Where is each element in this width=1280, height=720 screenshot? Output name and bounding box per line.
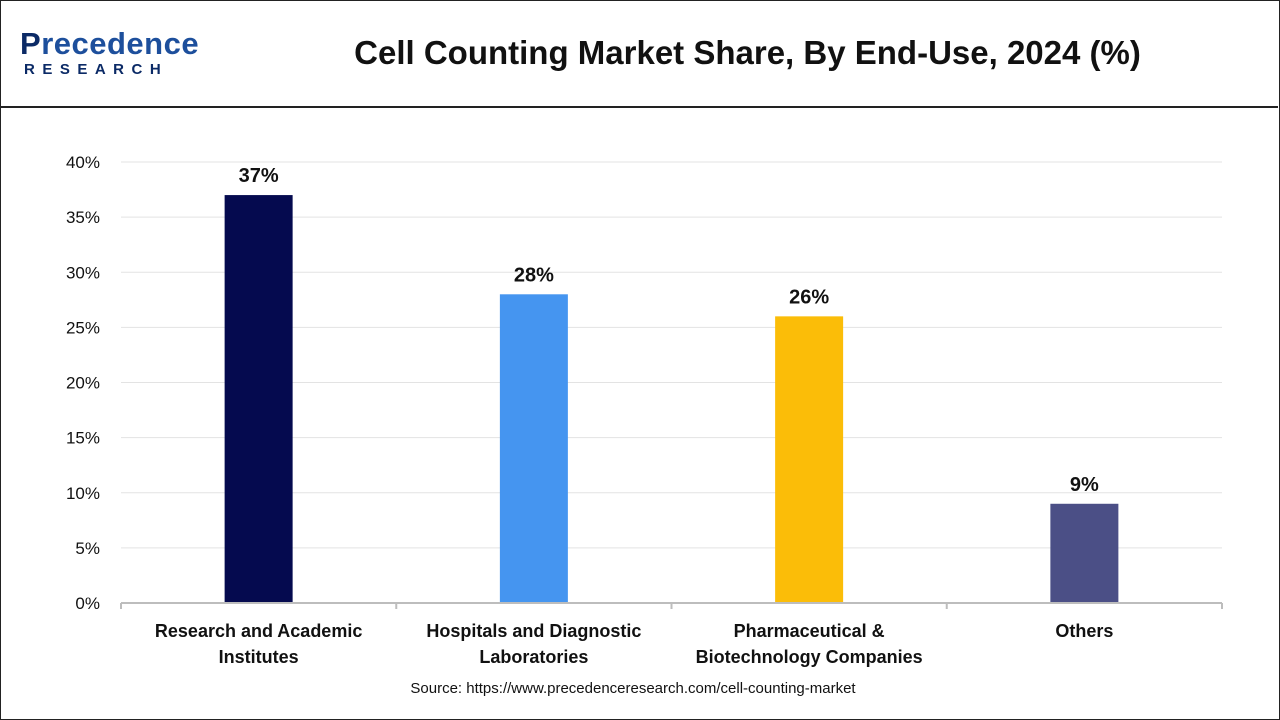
x-category-label: Institutes bbox=[219, 647, 299, 667]
y-tick-label: 25% bbox=[66, 318, 100, 337]
y-tick-label: 30% bbox=[66, 263, 100, 282]
x-category-label: Research and Academic bbox=[155, 621, 362, 641]
y-tick-label: 10% bbox=[66, 484, 100, 503]
bar-value-label: 26% bbox=[789, 286, 829, 308]
source-note: Source: https://www.precedenceresearch.c… bbox=[410, 680, 856, 697]
logo-initial: P bbox=[20, 26, 42, 61]
logo-wordmark: Precedence bbox=[20, 26, 199, 62]
chart-title: Cell Counting Market Share, By End-Use, … bbox=[354, 34, 1141, 71]
bars bbox=[224, 195, 1119, 603]
x-axis-labels: Research and Academic Institutes Hospitals… bbox=[155, 621, 1113, 667]
bar bbox=[775, 316, 844, 603]
x-category-label: Hospitals and Diagnostic bbox=[426, 621, 641, 641]
bar-value-label: 28% bbox=[514, 264, 554, 286]
y-tick-label: 20% bbox=[66, 374, 100, 393]
value-labels: 37% 28% 26% 9% bbox=[239, 165, 1099, 496]
y-tick-label: 35% bbox=[66, 208, 100, 227]
x-category-label: Others bbox=[1055, 621, 1113, 641]
y-tick-label: 5% bbox=[75, 539, 100, 558]
y-axis-ticks: 0% 5% 10% 15% 20% 25% 30% 35% 40% bbox=[66, 153, 100, 613]
x-axis bbox=[120, 602, 1223, 609]
bar bbox=[499, 294, 568, 603]
logo-word: recedence bbox=[41, 26, 200, 61]
y-tick-label: 0% bbox=[75, 594, 100, 613]
gridlines bbox=[121, 161, 1222, 549]
bar-value-label: 37% bbox=[239, 165, 279, 187]
x-category-label: Pharmaceutical & bbox=[734, 621, 885, 641]
y-tick-label: 15% bbox=[66, 429, 100, 448]
x-category-label: Laboratories bbox=[479, 647, 588, 667]
y-tick-label: 40% bbox=[66, 153, 100, 172]
chart-header: Precedence RESEARCH Cell Counting Market… bbox=[0, 0, 1278, 108]
precedence-research-logo: Precedence RESEARCH bbox=[20, 26, 220, 86]
bar bbox=[1050, 503, 1119, 603]
bar bbox=[224, 195, 293, 603]
x-category-label: Biotechnology Companies bbox=[696, 647, 923, 667]
bar-value-label: 9% bbox=[1070, 474, 1099, 496]
logo-subtitle: RESEARCH bbox=[24, 61, 169, 78]
